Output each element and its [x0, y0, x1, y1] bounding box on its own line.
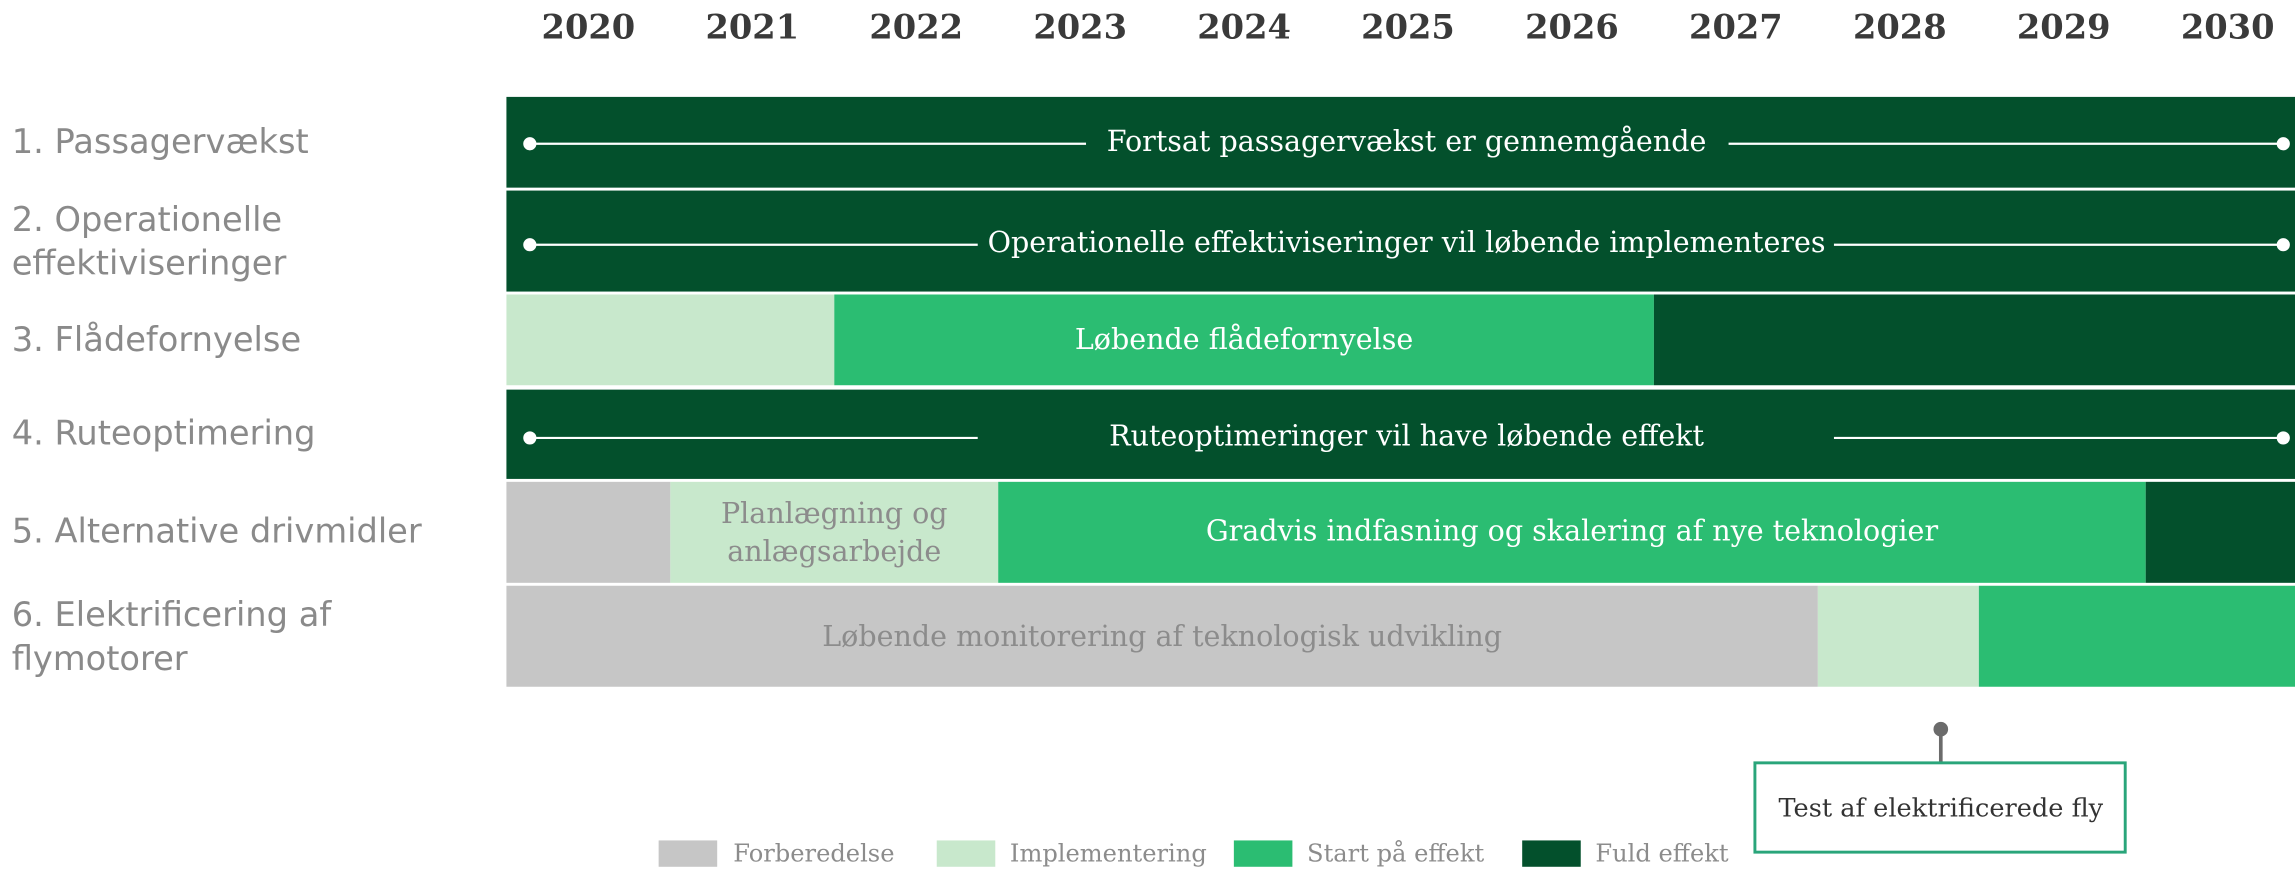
row-label: 1. Passagervækst — [12, 122, 309, 161]
callout-box — [1753, 761, 2127, 854]
phase-segment — [1653, 294, 2295, 386]
legend-label: Start på effekt — [1307, 839, 1484, 868]
legend-swatch — [1522, 840, 1581, 867]
timeline-dot — [2276, 238, 2290, 252]
year-label: 2027 — [1689, 7, 1783, 47]
legend-label: Forberedelse — [733, 840, 894, 868]
year-label: 2023 — [1033, 7, 1127, 47]
phase-segment — [506, 294, 835, 386]
phase-segment — [506, 585, 1818, 687]
year-label: 2029 — [2017, 7, 2111, 47]
legend-swatch — [936, 840, 996, 867]
legend-label: Implementering — [1010, 840, 1207, 868]
row-label: effektiviseringer — [12, 244, 287, 283]
timeline-dot — [523, 238, 537, 252]
phase-segment — [670, 481, 999, 583]
phase-segment — [998, 481, 2146, 583]
year-label: 2022 — [869, 7, 963, 47]
legend-swatch — [658, 840, 718, 867]
row-label: 4. Ruteoptimering — [12, 414, 316, 453]
timeline-dot — [2276, 431, 2290, 445]
year-label: 2024 — [1197, 7, 1291, 47]
year-label: 2021 — [705, 7, 799, 47]
row-label: 5. Alternative drivmidler — [12, 512, 422, 551]
phase-segment — [2145, 481, 2295, 583]
phase-segment — [506, 190, 2295, 292]
legend-label: Fuld effekt — [1595, 840, 1728, 868]
timeline-dot — [523, 137, 537, 151]
phase-segment — [506, 96, 2295, 188]
timeline-dot — [523, 431, 537, 445]
timeline-dot — [2276, 137, 2290, 151]
phase-segment — [1817, 585, 1979, 687]
bar-text: Løbende flådefornyelse — [1075, 323, 1413, 356]
bar-text: Ruteoptimeringer vil have løbende effekt — [1109, 419, 1704, 452]
bar-text: Løbende monitorering af teknologisk udvi… — [822, 620, 1502, 653]
row-label: 6. Elektrificering af — [12, 595, 333, 634]
year-label: 2030 — [2181, 7, 2275, 47]
row-label: flymotorer — [12, 639, 188, 678]
bar-text: Gradvis indfasning og skalering af nye t… — [1206, 515, 1939, 548]
row-label: 3. Flådefornyelse — [12, 320, 301, 359]
year-label: 2026 — [1525, 7, 1619, 47]
bar-text: Planlægning og — [721, 497, 948, 530]
year-label: 2028 — [1853, 7, 1947, 47]
row-label: 2. Operationelle — [12, 200, 282, 239]
year-label: 2025 — [1361, 7, 1455, 47]
bar-text: Fortsat passagervækst er gennemgående — [1107, 125, 1707, 158]
phase-segment — [506, 481, 671, 583]
year-label: 2020 — [542, 7, 636, 47]
phase-segment — [1978, 585, 2295, 687]
bar-text: anlægsarbejde — [727, 535, 941, 568]
legend-swatch — [1233, 840, 1293, 867]
bar-text: Operationelle effektiviseringer vil løbe… — [988, 226, 1826, 259]
callout-pin-head — [1933, 721, 1949, 737]
phase-segment — [506, 389, 2295, 479]
callout-text: Test af elektrificerede fly — [1778, 794, 2103, 824]
phase-segment — [834, 294, 1654, 386]
